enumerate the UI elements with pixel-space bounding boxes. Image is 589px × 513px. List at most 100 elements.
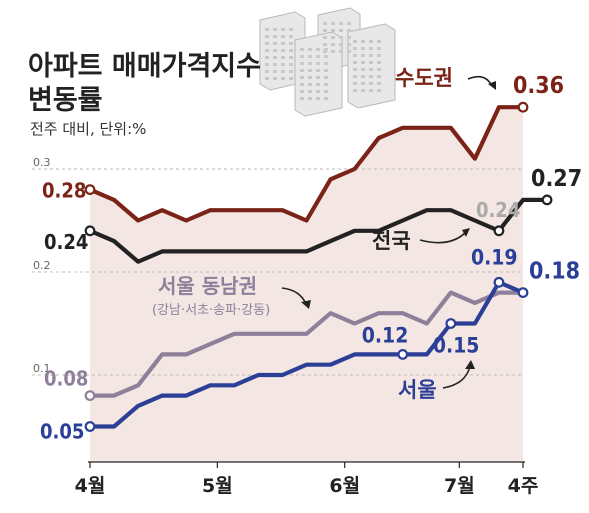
building-window xyxy=(361,47,365,50)
chart-title-line2: 변동률 xyxy=(28,85,103,116)
data-label-jeonguk: 0.24 xyxy=(476,198,520,222)
building-window xyxy=(308,62,312,65)
building-window xyxy=(377,47,381,50)
point-marker-seoul-dongnam xyxy=(84,390,96,402)
building-window xyxy=(377,82,381,85)
building-window xyxy=(369,82,373,85)
building-window xyxy=(324,90,328,93)
building-window xyxy=(339,29,343,32)
building-window xyxy=(369,75,373,78)
chart-subtitle: 전주 대비, 단위:% xyxy=(30,120,146,138)
data-label-sudogwon: 0.36 xyxy=(513,73,564,99)
x-tick-label: 4월 xyxy=(75,475,106,497)
building-window xyxy=(273,49,277,52)
building-window xyxy=(316,55,320,58)
shaded-area-layer xyxy=(90,107,523,462)
building-window xyxy=(361,82,365,85)
building-window xyxy=(361,89,365,92)
series-annotations: 수도권 전국 서울 동남권 (강남·서초·송파·강동) 서울 xyxy=(152,66,496,402)
data-label-seoul: 0.12 xyxy=(362,323,409,347)
building-window xyxy=(361,61,365,64)
building-window xyxy=(316,69,320,72)
building-window xyxy=(265,56,269,59)
building-window xyxy=(369,54,373,57)
point-marker-sudogwon xyxy=(517,101,529,113)
building-window xyxy=(324,83,328,86)
series-name-jeonguk: 전국 xyxy=(372,229,411,253)
arrow-head-seoul-dongnam xyxy=(301,300,311,309)
building-window xyxy=(308,83,312,86)
building-window xyxy=(316,48,320,51)
building-window xyxy=(377,75,381,78)
y-tick-label: 0.3 xyxy=(33,156,51,169)
building-window xyxy=(323,43,327,46)
x-axis: 4월 5월 6월 7월 4주 xyxy=(75,461,539,497)
arrow-head-jeonguk xyxy=(462,228,470,237)
building-window xyxy=(323,22,327,25)
building-window xyxy=(353,47,357,50)
building-window xyxy=(308,90,312,93)
arrow-sudogwon xyxy=(467,75,493,87)
data-label-seoul: 0.18 xyxy=(529,259,580,285)
building-window xyxy=(353,54,357,57)
building-window xyxy=(300,69,304,72)
building-window xyxy=(377,89,381,92)
series-note-seoul-dongnam: (강남·서초·송파·강동) xyxy=(152,303,270,318)
series-name-sudogwon: 수도권 xyxy=(395,66,453,90)
series-line-sudogwon xyxy=(89,105,523,223)
building-window xyxy=(308,55,312,58)
data-label-jeonguk: 0.24 xyxy=(44,230,88,254)
point-marker-seoul xyxy=(493,276,505,288)
building-window xyxy=(316,83,320,86)
building-window xyxy=(347,36,351,39)
data-label-seoul: 0.19 xyxy=(471,245,518,269)
building-window xyxy=(289,77,293,80)
y-tick-label: 0.1 xyxy=(33,362,51,375)
building-window xyxy=(316,62,320,65)
building-window xyxy=(281,28,285,31)
building-window xyxy=(324,48,328,51)
building-window xyxy=(300,48,304,51)
point-marker-sudogwon xyxy=(84,184,96,196)
shaded-area xyxy=(90,107,523,462)
building-window xyxy=(265,35,269,38)
building-window xyxy=(353,40,357,43)
building-window xyxy=(324,55,328,58)
x-tick-label: 5월 xyxy=(202,475,233,497)
building-window xyxy=(273,35,277,38)
x-tick-label: 7월 xyxy=(444,475,475,497)
building-window xyxy=(331,22,335,25)
building-window xyxy=(289,49,293,52)
arrow-head-sudogwon xyxy=(488,81,496,90)
building-window xyxy=(273,77,277,80)
building-window xyxy=(369,68,373,71)
building-window xyxy=(369,61,373,64)
building-window xyxy=(353,61,357,64)
point-marker-seoul xyxy=(397,349,409,360)
building-window xyxy=(369,47,373,50)
building-window xyxy=(339,22,343,25)
building-window xyxy=(265,70,269,73)
building-window xyxy=(331,50,335,53)
point-marker-jeonguk xyxy=(541,194,553,206)
building-window xyxy=(273,70,277,73)
series-name-seoul: 서울 xyxy=(398,378,437,402)
building-window xyxy=(353,89,357,92)
building-window xyxy=(339,50,343,53)
data-label-seoul-dongnam: 0.08 xyxy=(44,367,88,391)
building-window xyxy=(353,82,357,85)
data-label-sudogwon: 0.28 xyxy=(42,179,86,203)
building-window xyxy=(289,70,293,73)
building-window xyxy=(361,40,365,43)
data-label-seoul: 0.15 xyxy=(433,334,480,358)
data-label-jeonguk: 0.27 xyxy=(531,166,582,192)
building-window xyxy=(369,89,373,92)
building-window xyxy=(281,35,285,38)
building-window xyxy=(265,63,269,66)
x-tick-label: 4주 xyxy=(508,475,539,497)
building-window xyxy=(308,69,312,72)
point-marker-jeonguk xyxy=(493,225,505,237)
arrow-jeonguk xyxy=(419,231,467,244)
building-window xyxy=(300,62,304,65)
value-labels: 0.28 0.36 0.24 0.24 0.27 0.08 0.05 0.12 0.15 0.19… xyxy=(40,73,582,443)
